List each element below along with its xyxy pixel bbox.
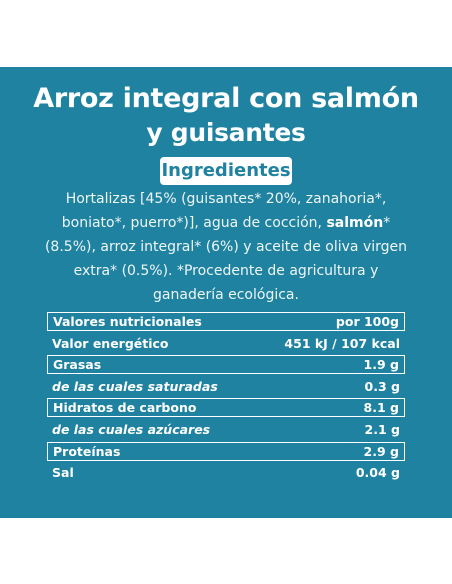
nutrition-row: Hidratos de carbono 8.1 g bbox=[47, 398, 405, 418]
nutrition-row: Grasas 1.9 g bbox=[47, 355, 405, 375]
nutrition-label: Valor energético bbox=[52, 335, 169, 351]
nutrition-label: de las cuales saturadas bbox=[52, 378, 218, 394]
nutrition-label: Sal bbox=[52, 465, 74, 481]
nutrition-value: 1.9 g bbox=[363, 357, 399, 373]
ingredients-heading: Ingredientes bbox=[160, 157, 292, 185]
ingredients-bold: salmón bbox=[326, 215, 384, 231]
nutrition-row: Sal 0.04 g bbox=[47, 463, 405, 482]
ingredients-part: *(8.5%), arroz integral* (6%) y aceite d… bbox=[44, 215, 408, 303]
title: y guisantes bbox=[146, 118, 306, 147]
nutrition-label: Hidratos de carbono bbox=[53, 400, 197, 416]
nutrition-value: por 100g bbox=[335, 314, 399, 329]
nutrition-table: Valores nutricionales por 100g Valor energ… bbox=[47, 312, 405, 485]
nutrition-label: Grasas bbox=[53, 357, 102, 373]
nutrition-row: Valores nutricionales por 100g bbox=[47, 312, 405, 331]
nutrition-value: 8.1 g bbox=[363, 400, 399, 416]
nutrition-value: 0.3 g bbox=[364, 378, 400, 394]
nutrition-label: Proteínas bbox=[53, 443, 121, 459]
label-panel: Arroz integral con salmón y guisantes In… bbox=[0, 67, 452, 518]
nutrition-row: Proteínas 2.9 g bbox=[47, 441, 405, 461]
nutrition-value: 451 kJ / 107 kcal bbox=[284, 335, 400, 351]
title: Arroz integral con salmón bbox=[33, 83, 419, 114]
ingredients-text: Hortalizas [45% (guisantes* 20%, zanahor… bbox=[40, 187, 412, 307]
nutrition-label: Valores nutricionales bbox=[53, 314, 202, 329]
nutrition-value: 2.1 g bbox=[364, 421, 400, 437]
nutrition-value: 2.9 g bbox=[363, 443, 399, 459]
nutrition-label: de las cuales azúcares bbox=[52, 421, 211, 437]
nutrition-row: de las cuales saturadas 0.3 g bbox=[47, 377, 405, 396]
nutrition-value: 0.04 g bbox=[355, 465, 400, 481]
nutrition-row: de las cuales azúcares 2.1 g bbox=[47, 420, 405, 439]
nutrition-row: Valor energético 451 kJ / 107 kcal bbox=[47, 334, 405, 353]
ingredients-part: Hortalizas [45% (guisantes* 20%, zanahor… bbox=[61, 191, 387, 231]
